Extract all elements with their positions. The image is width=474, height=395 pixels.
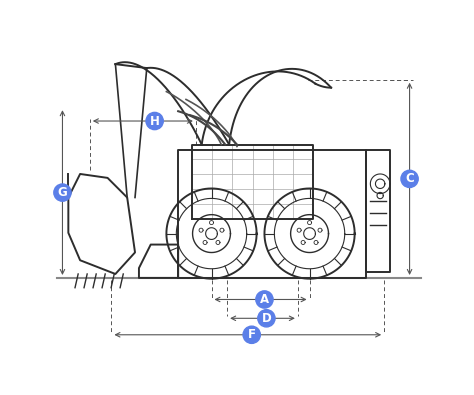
- Text: C: C: [405, 172, 414, 185]
- Circle shape: [54, 184, 71, 201]
- Circle shape: [146, 113, 163, 130]
- Text: A: A: [260, 293, 269, 306]
- Text: D: D: [262, 312, 271, 325]
- Text: F: F: [248, 328, 255, 341]
- Text: G: G: [57, 186, 67, 199]
- Text: H: H: [150, 115, 160, 128]
- Circle shape: [243, 326, 260, 343]
- Circle shape: [258, 310, 275, 327]
- Circle shape: [256, 291, 273, 308]
- Circle shape: [401, 170, 418, 188]
